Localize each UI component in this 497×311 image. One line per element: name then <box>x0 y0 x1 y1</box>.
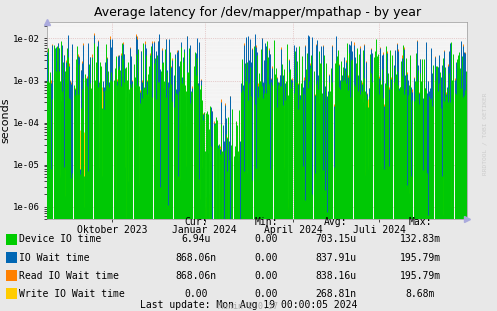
Text: 8.68m: 8.68m <box>405 289 435 299</box>
Text: Device IO time: Device IO time <box>19 234 101 244</box>
Text: 0.00: 0.00 <box>254 271 278 281</box>
Text: 132.83m: 132.83m <box>400 234 440 244</box>
Text: RRDTOOL / TOBI OETIKER: RRDTOOL / TOBI OETIKER <box>482 92 487 175</box>
Text: 0.00: 0.00 <box>254 289 278 299</box>
Text: 6.94u: 6.94u <box>181 234 211 244</box>
Text: 837.91u: 837.91u <box>315 253 356 262</box>
Text: IO Wait time: IO Wait time <box>19 253 90 262</box>
Text: Write IO Wait time: Write IO Wait time <box>19 289 125 299</box>
Title: Average latency for /dev/mapper/mpathap - by year: Average latency for /dev/mapper/mpathap … <box>93 6 421 19</box>
Text: Avg:: Avg: <box>324 217 347 227</box>
Y-axis label: seconds: seconds <box>0 98 10 143</box>
Text: 868.06n: 868.06n <box>176 271 217 281</box>
Text: Read IO Wait time: Read IO Wait time <box>19 271 119 281</box>
Text: 838.16u: 838.16u <box>315 271 356 281</box>
Text: 195.79m: 195.79m <box>400 253 440 262</box>
Text: Last update: Mon Aug 19 00:00:05 2024: Last update: Mon Aug 19 00:00:05 2024 <box>140 300 357 310</box>
Text: 0.00: 0.00 <box>184 289 208 299</box>
Text: 268.81n: 268.81n <box>315 289 356 299</box>
Text: 703.15u: 703.15u <box>315 234 356 244</box>
Text: Munin 2.0.57: Munin 2.0.57 <box>219 301 278 310</box>
Text: Cur:: Cur: <box>184 217 208 227</box>
Text: 868.06n: 868.06n <box>176 253 217 262</box>
Text: 0.00: 0.00 <box>254 253 278 262</box>
Text: Min:: Min: <box>254 217 278 227</box>
Text: Max:: Max: <box>408 217 432 227</box>
Text: 195.79m: 195.79m <box>400 271 440 281</box>
Text: 0.00: 0.00 <box>254 234 278 244</box>
